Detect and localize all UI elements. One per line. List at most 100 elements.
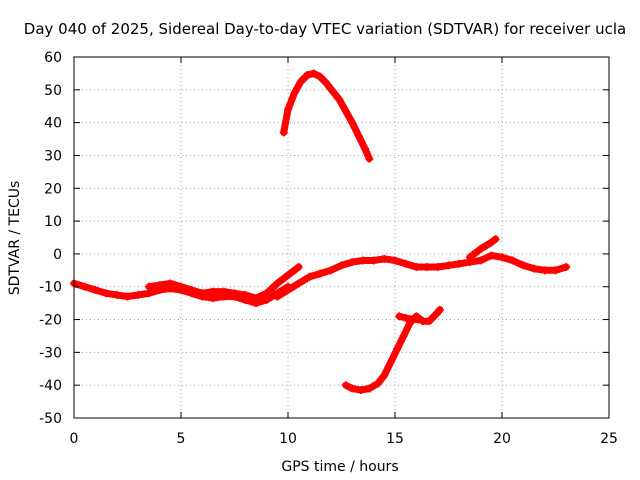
data-point [540, 266, 549, 275]
data-point [328, 87, 337, 96]
data-point [166, 279, 175, 288]
series-arc-main-upper [144, 263, 303, 303]
data-point [551, 266, 560, 275]
data-point [361, 144, 370, 153]
y-tick-label: 40 [44, 116, 62, 132]
data-point [123, 292, 132, 301]
data-point [305, 272, 314, 281]
data-point [273, 292, 282, 301]
data-point [341, 381, 350, 390]
y-tick-label: 50 [44, 83, 62, 99]
data-point [391, 256, 399, 265]
y-tick-label: 60 [44, 50, 62, 66]
data-point [455, 259, 464, 268]
data-point [354, 131, 363, 140]
data-point [348, 118, 357, 127]
series-arc-rising-branch [465, 235, 500, 262]
data-point [198, 289, 207, 298]
data-point [508, 256, 517, 265]
data-point [487, 251, 496, 260]
data-point [316, 269, 325, 278]
y-tick-label: -50 [39, 411, 62, 427]
y-tick-label: 20 [44, 181, 62, 197]
y-axis-label: SDTVAR / TECUs [7, 181, 23, 296]
data-point [341, 107, 350, 116]
data-point [251, 294, 260, 303]
data-point [348, 384, 357, 393]
series-arc-short-segment [395, 312, 423, 324]
data-point [380, 371, 389, 380]
data-point [393, 345, 402, 354]
x-axis-label: GPS time / hours [281, 459, 398, 475]
data-point [365, 154, 374, 163]
axis-ticks: 0 5 10 15 20 25 60 50 40 30 20 10 0 -10 -20 -30 -40 -50 [39, 50, 618, 447]
plot-frame [73, 56, 610, 419]
data-point [444, 261, 453, 270]
data-point [177, 282, 185, 291]
data-point [476, 256, 485, 265]
data-point [326, 266, 335, 275]
data-point [487, 238, 496, 247]
data-point [290, 89, 299, 98]
data-point [112, 290, 121, 299]
data-point [91, 286, 100, 295]
data-point [412, 263, 421, 272]
data-point [279, 128, 288, 137]
data-point [102, 289, 111, 298]
data-point [465, 253, 474, 262]
data-point [284, 105, 292, 114]
data-point [491, 235, 500, 244]
data-point [273, 279, 282, 288]
data-point [373, 379, 382, 388]
data-point [80, 282, 89, 291]
data-point [322, 79, 331, 88]
y-tick-label: 30 [44, 148, 62, 164]
data-point [365, 384, 374, 393]
data-point [303, 71, 312, 80]
data-point [562, 263, 571, 272]
data-point [519, 261, 528, 270]
data-point [369, 256, 378, 265]
data-point [401, 259, 410, 268]
data-point [284, 286, 292, 295]
data-point [294, 263, 303, 272]
data-point [316, 72, 325, 81]
data-point [356, 386, 365, 395]
data-point [435, 305, 444, 314]
data-point [337, 261, 346, 270]
data-point [262, 289, 271, 298]
data-point [187, 286, 196, 295]
data-point [358, 256, 367, 265]
x-tick-label: 5 [177, 431, 186, 447]
data-point [423, 263, 432, 272]
data-point [209, 287, 218, 296]
x-tick-label: 15 [386, 431, 404, 447]
data-point [399, 331, 408, 340]
y-tick-label: -40 [39, 378, 62, 394]
data-point [155, 281, 164, 290]
data-point [309, 69, 318, 78]
data-point [348, 258, 357, 267]
data-point [433, 263, 442, 272]
data-point [296, 77, 305, 86]
data-point [431, 310, 440, 319]
data-point [284, 271, 292, 280]
y-tick-label: 0 [53, 247, 62, 263]
data-point [395, 312, 404, 321]
data-point [241, 290, 250, 299]
data-point [401, 313, 410, 322]
x-tick-label: 0 [70, 431, 79, 447]
data-point [219, 287, 228, 296]
series-arc-main-continued [273, 251, 571, 301]
y-tick-label: -30 [39, 345, 62, 361]
data-point [230, 289, 239, 298]
data-point [134, 290, 143, 299]
data-point [144, 282, 153, 291]
x-tick-label: 25 [600, 431, 618, 447]
y-tick-label: -10 [39, 280, 62, 296]
data-point [335, 95, 344, 104]
data-point [380, 254, 389, 263]
series-trace [466, 235, 500, 261]
